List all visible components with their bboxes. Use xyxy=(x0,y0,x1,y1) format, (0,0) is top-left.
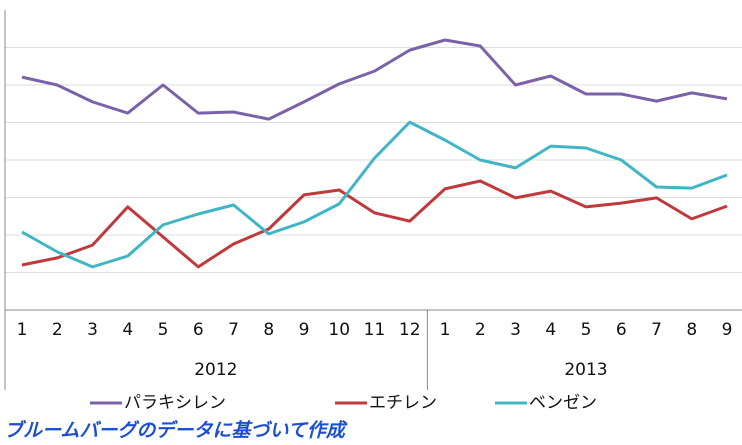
x-tick-label: 8 xyxy=(263,320,274,340)
series-line xyxy=(21,179,728,269)
x-tick-label: 5 xyxy=(581,320,592,340)
x-tick-label: 10 xyxy=(328,320,350,340)
group-label: 2013 xyxy=(564,360,607,380)
x-tick-label: 5 xyxy=(158,320,169,340)
x-tick-label: 6 xyxy=(193,320,204,340)
x-tick-label: 1 xyxy=(440,320,451,340)
series-line xyxy=(21,120,728,269)
x-tick-label: 4 xyxy=(122,320,133,340)
x-tick-label: 9 xyxy=(722,320,733,340)
legend-label: ベンゼン xyxy=(529,393,597,413)
x-tick-label: 3 xyxy=(87,320,98,340)
x-tick-label: 2 xyxy=(52,320,63,340)
x-tick-label: 7 xyxy=(228,320,239,340)
x-tick-label: 6 xyxy=(616,320,627,340)
group-label: 2012 xyxy=(194,360,237,380)
legend-label: パラキシレン xyxy=(124,393,226,413)
x-tick-label: 3 xyxy=(510,320,521,340)
x-tick-label: 4 xyxy=(545,320,556,340)
series-line xyxy=(21,38,728,121)
x-tick-label: 12 xyxy=(399,320,421,340)
x-tick-label: 7 xyxy=(651,320,662,340)
x-tick-label: 2 xyxy=(475,320,486,340)
x-tick-label: 9 xyxy=(299,320,310,340)
legend-label: エチレン xyxy=(369,393,437,413)
x-tick-label: 1 xyxy=(17,320,28,340)
source-note: ブルームバーグのデータに基づいて作成 xyxy=(4,420,348,442)
x-tick-label: 11 xyxy=(364,320,386,340)
x-tick-label: 8 xyxy=(686,320,697,340)
